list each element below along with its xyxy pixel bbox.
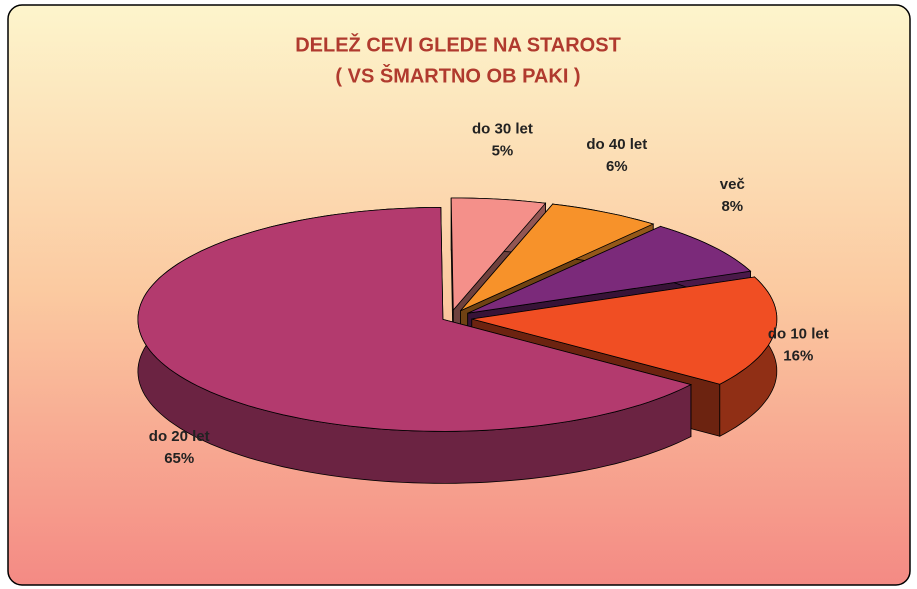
slice-top (460, 203, 655, 312)
data-label-value: 5% (492, 143, 514, 160)
data-label-name: do 30 let (472, 121, 533, 138)
slice (137, 206, 693, 484)
slice-top (467, 225, 752, 314)
chart-title: DELEŽ CEVI GLEDE NA STAROST (295, 32, 621, 56)
slice-top (450, 197, 547, 312)
data-label-value: 8% (721, 198, 743, 215)
slice-top (471, 276, 778, 385)
data-label-name: do 20 let (149, 428, 210, 445)
data-label-name: več (720, 176, 745, 193)
data-label-value: 16% (783, 348, 813, 365)
data-label-name: do 40 let (586, 136, 647, 153)
slice-top (137, 206, 693, 432)
data-label-value: 65% (164, 450, 194, 467)
chart-subtitle: ( VS ŠMARTNO OB PAKI ) (335, 63, 580, 87)
data-label-value: 6% (606, 158, 628, 175)
data-label-name: do 10 let (768, 326, 829, 343)
